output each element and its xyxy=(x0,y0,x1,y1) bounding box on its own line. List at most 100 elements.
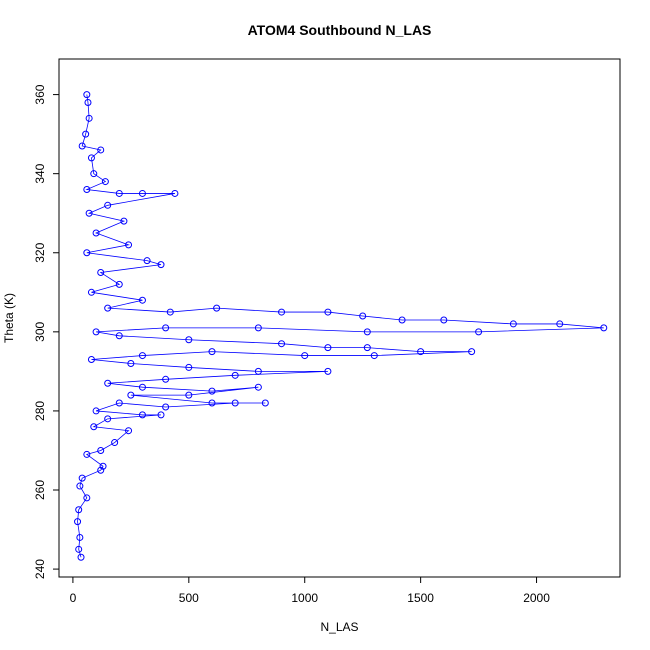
data-point xyxy=(104,415,112,423)
data-point xyxy=(115,189,123,197)
y-tick-label: 260 xyxy=(33,480,47,500)
data-point xyxy=(254,367,262,375)
data-point xyxy=(556,320,564,328)
data-point xyxy=(185,391,193,399)
data-point xyxy=(324,308,332,316)
data-point xyxy=(162,403,170,411)
data-point xyxy=(475,328,483,336)
data-point xyxy=(101,178,109,186)
data-point xyxy=(115,280,123,288)
x-axis: 0 500 1000 1500 2000 xyxy=(70,576,550,605)
data-point xyxy=(231,371,239,379)
data-point xyxy=(87,154,95,162)
data-point xyxy=(87,356,95,364)
data-point xyxy=(87,288,95,296)
data-point xyxy=(359,312,367,320)
data-point xyxy=(74,518,82,526)
data-point xyxy=(261,399,269,407)
data-point xyxy=(363,344,371,352)
data-point xyxy=(138,383,146,391)
data-point xyxy=(185,363,193,371)
y-tick-label: 300 xyxy=(33,322,47,342)
data-point xyxy=(104,379,112,387)
data-point xyxy=(85,114,93,122)
data-point xyxy=(370,352,378,360)
data-point xyxy=(138,189,146,197)
series-line xyxy=(77,94,604,558)
data-point xyxy=(127,359,135,367)
data-point xyxy=(138,296,146,304)
data-point xyxy=(83,494,91,502)
data-point xyxy=(600,324,608,332)
x-axis-label: N_LAS xyxy=(320,620,358,634)
data-point xyxy=(120,217,128,225)
chart-title: ATOM4 Southbound N_LAS xyxy=(248,22,432,38)
data-point xyxy=(90,423,98,431)
data-point xyxy=(78,142,86,150)
data-point xyxy=(90,170,98,178)
data-point xyxy=(75,506,83,514)
data-point xyxy=(125,241,133,249)
data-point xyxy=(97,446,105,454)
data-point xyxy=(115,399,123,407)
data-point xyxy=(97,466,105,474)
data-point xyxy=(162,324,170,332)
data-point xyxy=(363,328,371,336)
data-point xyxy=(301,352,309,360)
data-point xyxy=(127,391,135,399)
data-point xyxy=(76,533,84,541)
data-point xyxy=(83,249,91,257)
data-point xyxy=(398,316,406,324)
data-point xyxy=(171,189,179,197)
y-tick-label: 340 xyxy=(33,163,47,183)
x-tick-label: 500 xyxy=(179,591,199,605)
y-axis: 240 260 280 300 320 340 360 xyxy=(33,84,60,579)
data-point xyxy=(278,340,286,348)
data-point xyxy=(115,332,123,340)
y-axis-label: Theta (K) xyxy=(2,293,16,343)
data-point xyxy=(77,553,85,561)
data-point xyxy=(509,320,517,328)
data-point xyxy=(92,328,100,336)
data-point xyxy=(75,545,83,553)
y-tick-label: 360 xyxy=(33,84,47,104)
data-point xyxy=(208,348,216,356)
data-point xyxy=(157,411,165,419)
data-point xyxy=(97,146,105,154)
x-tick-label: 1000 xyxy=(291,591,318,605)
x-tick-label: 1500 xyxy=(407,591,434,605)
data-point xyxy=(231,399,239,407)
data-point xyxy=(324,367,332,375)
data-point xyxy=(92,407,100,415)
data-point xyxy=(82,130,90,138)
data-point xyxy=(111,439,119,447)
data-point xyxy=(92,229,100,237)
data-point xyxy=(157,261,165,269)
data-point xyxy=(208,387,216,395)
data-point xyxy=(99,462,107,470)
data-point xyxy=(166,308,174,316)
data-point xyxy=(76,482,84,490)
data-point xyxy=(185,336,193,344)
data-point xyxy=(254,383,262,391)
y-tick-label: 280 xyxy=(33,401,47,421)
x-tick-label: 2000 xyxy=(523,591,550,605)
data-point xyxy=(84,98,92,106)
data-point xyxy=(83,91,91,99)
data-layer xyxy=(74,91,608,561)
y-tick-label: 320 xyxy=(33,242,47,262)
data-point xyxy=(138,352,146,360)
data-point xyxy=(104,201,112,209)
data-point xyxy=(440,316,448,324)
x-tick-label: 0 xyxy=(70,591,77,605)
data-point xyxy=(83,185,91,193)
data-point xyxy=(208,399,216,407)
data-point xyxy=(104,304,112,312)
data-point xyxy=(125,427,133,435)
y-tick-label: 240 xyxy=(33,559,47,579)
data-point xyxy=(97,269,105,277)
data-point xyxy=(162,375,170,383)
data-point xyxy=(417,348,425,356)
